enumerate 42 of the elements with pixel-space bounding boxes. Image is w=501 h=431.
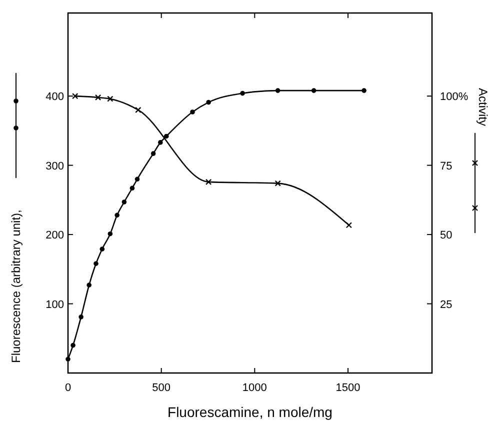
point <box>86 282 92 288</box>
point <box>72 92 78 100</box>
point <box>206 100 211 105</box>
x-tick-label: 500 <box>152 382 171 394</box>
x-tick-label: 1000 <box>242 382 267 394</box>
point <box>346 222 352 228</box>
point <box>94 94 102 101</box>
y2-tick-label: 25 <box>440 298 452 311</box>
point <box>135 106 142 114</box>
point <box>107 96 114 102</box>
point <box>164 134 169 139</box>
point <box>70 342 76 348</box>
y-tick-label: 100 <box>46 298 64 311</box>
point <box>190 110 195 114</box>
point <box>275 88 280 93</box>
point <box>274 180 281 186</box>
y-axis-title: Fluorescence (arbitrary unit), <box>9 210 23 363</box>
x-tick-label: 1500 <box>336 382 360 394</box>
x-axis-title: Fluorescamine, n mole/mg <box>168 404 332 420</box>
point <box>100 246 105 252</box>
point <box>66 356 70 362</box>
point <box>108 231 113 236</box>
y-tick-label: 200 <box>46 230 64 242</box>
point <box>94 261 98 266</box>
point <box>114 212 120 218</box>
point <box>78 314 84 320</box>
y-tick-label: 400 <box>46 91 64 104</box>
point <box>134 176 140 182</box>
y2-axis-title: Activity <box>476 88 490 126</box>
point <box>130 186 135 191</box>
y-tick-label: 300 <box>46 160 64 172</box>
y2-tick-label: 100% <box>440 91 468 104</box>
point <box>122 200 127 204</box>
y2-tick-label: 50 <box>440 230 452 242</box>
point <box>240 90 245 96</box>
point <box>311 88 316 93</box>
y2-tick-label: 75 <box>440 160 452 172</box>
point <box>158 140 163 145</box>
point <box>205 178 212 186</box>
point <box>150 151 156 156</box>
x-tick-label: 0 <box>64 382 72 394</box>
point <box>362 88 366 93</box>
